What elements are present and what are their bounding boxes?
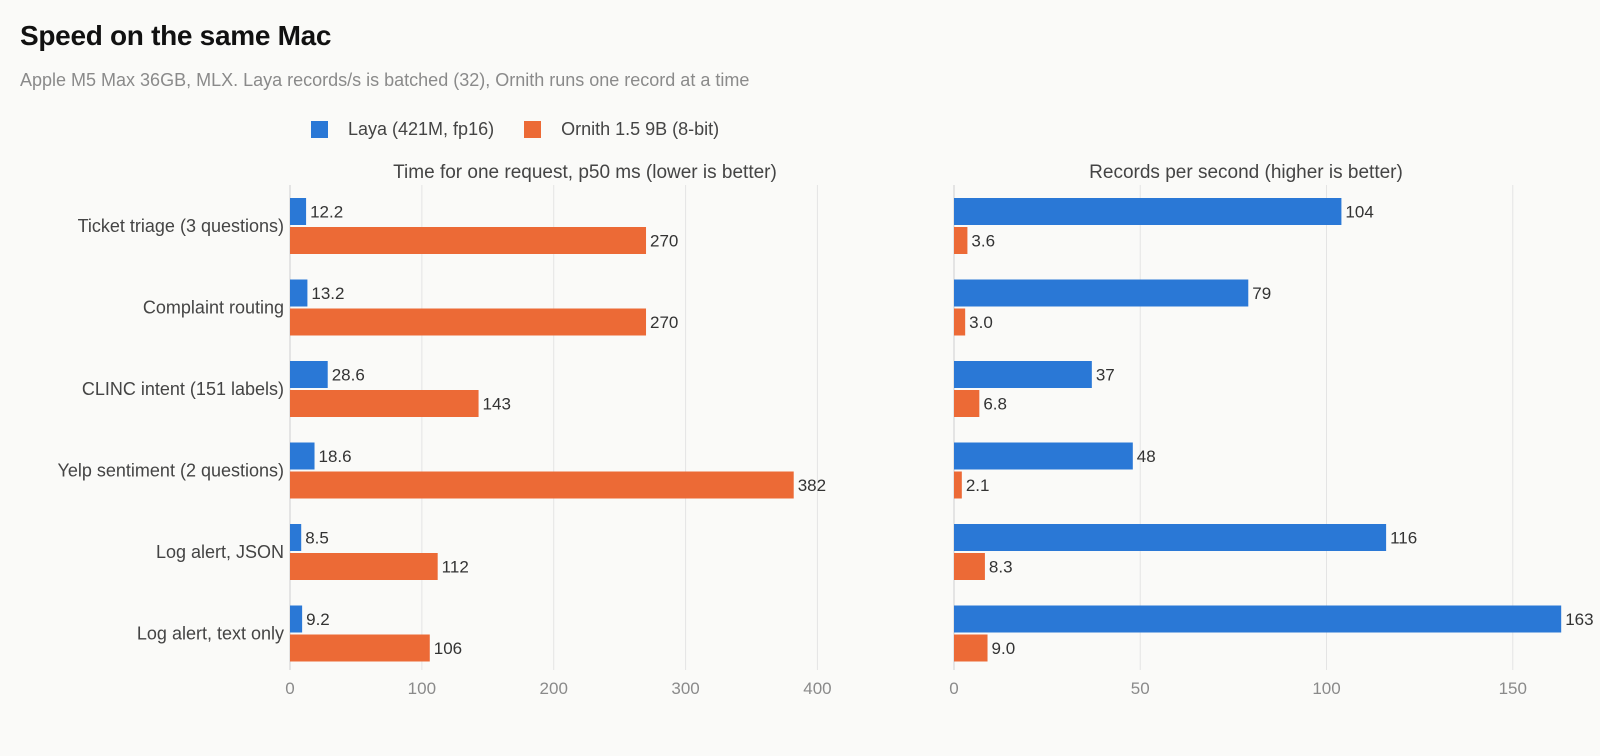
latency-xtick-label: 100 xyxy=(408,679,436,698)
latency-bar-ornith[interactable] xyxy=(290,471,794,499)
throughput-bar-value-label: 9.0 xyxy=(992,639,1016,658)
latency-bar-value-label: 270 xyxy=(650,232,678,251)
legend: Laya (421M, fp16) Ornith 1.5 9B (8-bit) xyxy=(311,119,749,140)
latency-bar-laya[interactable] xyxy=(290,279,308,307)
latency-bar-value-label: 13.2 xyxy=(311,284,344,303)
throughput-bar-value-label: 79 xyxy=(1252,284,1271,303)
latency-panel-title: Time for one request, p50 ms (lower is b… xyxy=(393,162,777,183)
throughput-bar-value-label: 37 xyxy=(1096,366,1115,385)
latency-bar-value-label: 9.2 xyxy=(306,610,330,629)
latency-bar-value-label: 143 xyxy=(483,395,511,414)
latency-bar-value-label: 18.6 xyxy=(319,447,352,466)
throughput-bar-value-label: 3.0 xyxy=(969,313,993,332)
legend-swatch-laya xyxy=(311,121,328,138)
throughput-bar-value-label: 116 xyxy=(1390,529,1417,548)
latency-bar-value-label: 106 xyxy=(434,639,462,658)
latency-bar-value-label: 112 xyxy=(442,558,469,577)
throughput-xtick-label: 0 xyxy=(949,679,958,698)
throughput-bar-laya[interactable] xyxy=(954,279,1249,307)
latency-panel: 0 100 200 300 400 Time for one request, p50 m… xyxy=(58,162,832,698)
latency-xtick-label: 0 xyxy=(285,679,294,698)
throughput-xtick-label: 50 xyxy=(1131,679,1150,698)
latency-bar-laya[interactable] xyxy=(290,198,307,225)
latency-xtick-label: 200 xyxy=(540,679,568,698)
legend-swatch-ornith xyxy=(524,121,542,138)
throughput-bar-ornith[interactable] xyxy=(954,553,985,580)
category-label: CLINC intent (151 labels) xyxy=(82,379,284,399)
throughput-bar-laya[interactable] xyxy=(954,605,1562,633)
latency-bar-value-label: 8.5 xyxy=(305,529,329,548)
throughput-bar-ornith[interactable] xyxy=(954,308,966,336)
throughput-xtick-label: 150 xyxy=(1499,679,1527,698)
throughput-bar-laya[interactable] xyxy=(954,198,1342,225)
legend-label-laya: Laya (421M, fp16) xyxy=(348,119,495,139)
category-label: Complaint routing xyxy=(143,298,284,318)
throughput-panel-title: Records per second (higher is better) xyxy=(1089,162,1403,183)
throughput-xtick-label: 100 xyxy=(1312,679,1340,698)
legend-item-ornith[interactable]: Ornith 1.5 9B (8-bit) xyxy=(524,119,719,140)
chart-title: Speed on the same Mac xyxy=(20,20,332,51)
latency-bar-value-label: 12.2 xyxy=(310,203,343,222)
latency-xtick-label: 400 xyxy=(803,679,831,698)
legend-item-laya[interactable]: Laya (421M, fp16) xyxy=(311,119,494,140)
throughput-bar-laya[interactable] xyxy=(954,442,1133,470)
latency-bar-value-label: 28.6 xyxy=(332,366,365,385)
throughput-bar-ornith[interactable] xyxy=(954,471,962,499)
throughput-bar-ornith[interactable] xyxy=(954,634,988,662)
category-label: Log alert, JSON xyxy=(156,542,284,562)
latency-bar-value-label: 270 xyxy=(650,313,678,332)
throughput-bar-ornith[interactable] xyxy=(954,227,968,254)
category-label: Yelp sentiment (2 questions) xyxy=(58,461,284,481)
throughput-bar-value-label: 163 xyxy=(1565,610,1593,629)
latency-bar-ornith[interactable] xyxy=(290,227,647,254)
latency-bar-laya[interactable] xyxy=(290,361,328,388)
latency-bar-ornith[interactable] xyxy=(290,390,479,417)
latency-bar-laya[interactable] xyxy=(290,605,303,633)
throughput-bar-ornith[interactable] xyxy=(954,390,980,417)
throughput-bar-value-label: 3.6 xyxy=(971,232,995,251)
category-label: Ticket triage (3 questions) xyxy=(78,216,284,236)
latency-bar-laya[interactable] xyxy=(290,442,315,470)
latency-bar-ornith[interactable] xyxy=(290,634,430,662)
throughput-bar-laya[interactable] xyxy=(954,524,1387,551)
throughput-bar-laya[interactable] xyxy=(954,361,1092,388)
throughput-bar-value-label: 6.8 xyxy=(983,395,1007,414)
throughput-bar-value-label: 48 xyxy=(1137,447,1156,466)
legend-label-ornith: Ornith 1.5 9B (8-bit) xyxy=(561,119,720,139)
throughput-bar-value-label: 2.1 xyxy=(966,476,990,495)
latency-bar-value-label: 382 xyxy=(798,476,826,495)
throughput-bar-value-label: 8.3 xyxy=(989,558,1013,577)
throughput-bar-value-label: 104 xyxy=(1345,203,1373,222)
throughput-panel: 0 50 100 150 Records per second (higher is b… xyxy=(949,162,1593,698)
latency-xtick-label: 300 xyxy=(671,679,699,698)
latency-bar-ornith[interactable] xyxy=(290,553,438,580)
latency-bar-laya[interactable] xyxy=(290,524,302,551)
latency-bar-ornith[interactable] xyxy=(290,308,647,336)
chart-subtitle: Apple M5 Max 36GB, MLX. Laya records/s i… xyxy=(20,70,750,90)
category-label: Log alert, text only xyxy=(137,624,284,644)
